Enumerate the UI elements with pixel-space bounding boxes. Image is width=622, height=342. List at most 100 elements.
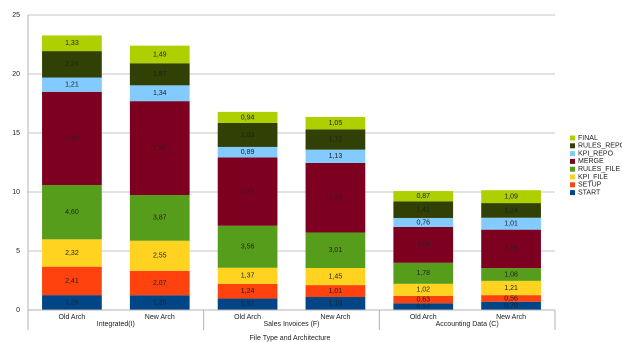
- bar-segment: [481, 217, 541, 230]
- data-label: 0,87: [416, 193, 430, 200]
- x-tick-label: Old Arch: [58, 314, 85, 321]
- x-tick-label: Old Arch: [410, 314, 437, 321]
- data-label: 1,01: [504, 221, 518, 228]
- bar-segment: [129, 45, 190, 64]
- bar-segment: [305, 129, 366, 150]
- y-tick-label: 5: [16, 248, 20, 255]
- bar-segment: [42, 266, 102, 296]
- data-label: 1,21: [504, 285, 518, 292]
- group-label: Integrated(I): [97, 321, 135, 328]
- data-label: 3,26: [504, 246, 518, 253]
- data-label: 1,87: [153, 71, 167, 78]
- y-tick-label: 10: [12, 189, 20, 196]
- bar-segment: [305, 285, 366, 298]
- data-label: 1,45: [329, 273, 343, 280]
- y-tick-label: 15: [12, 130, 20, 137]
- data-label: 2,55: [153, 253, 167, 260]
- legend-label: START: [578, 189, 601, 196]
- data-label: 1,09: [504, 194, 518, 201]
- data-label: 3,56: [241, 244, 255, 251]
- data-label: 1,26: [65, 299, 79, 306]
- y-tick-label: 20: [12, 71, 20, 78]
- data-label: 2,32: [65, 250, 79, 257]
- data-label: 1,37: [241, 273, 255, 280]
- data-label: 2,07: [153, 280, 167, 287]
- y-tick-label: 0: [16, 307, 20, 314]
- y-tick-label: 25: [12, 12, 20, 19]
- bar-segment: [129, 101, 190, 196]
- data-label: 1,05: [329, 120, 343, 127]
- data-label: 7,96: [153, 145, 167, 152]
- legend-swatch: [570, 151, 575, 157]
- bar-segment: [393, 226, 454, 263]
- data-label: 2,03: [241, 132, 255, 139]
- legend-label: RULES_REPO: [578, 143, 622, 150]
- data-label: 0,89: [241, 149, 255, 156]
- legend-swatch: [570, 190, 575, 196]
- data-label: 1,25: [153, 299, 167, 306]
- data-label: 0,63: [416, 296, 430, 303]
- legend-label: KPI_FILE: [578, 174, 608, 181]
- bar-segment: [42, 35, 102, 52]
- bar-segment: [481, 295, 541, 302]
- legend-swatch: [570, 174, 575, 180]
- bar-segment: [481, 280, 541, 296]
- bar-segment: [393, 191, 454, 202]
- data-label: 0,94: [241, 114, 255, 121]
- bar-segment: [129, 195, 190, 241]
- legend-swatch: [570, 158, 575, 164]
- bar-segment: [393, 217, 454, 227]
- bar-segment: [42, 91, 102, 186]
- data-label: 3,87: [153, 215, 167, 222]
- data-label: 1,24: [241, 288, 255, 295]
- data-label: 4,60: [65, 209, 79, 216]
- data-label: 1,13: [329, 153, 343, 160]
- legend-swatch: [570, 135, 575, 141]
- x-tick-label: New Arch: [320, 314, 350, 321]
- bar-segment: [305, 162, 366, 233]
- group-label: Sales Invoices (F): [263, 321, 319, 328]
- bar-segment: [129, 85, 190, 102]
- legend-label: SETUP: [578, 182, 602, 189]
- data-label: 0,70: [504, 303, 518, 310]
- bar-segment: [217, 146, 278, 158]
- data-label: 0,56: [504, 295, 518, 302]
- bar-segment: [481, 203, 541, 218]
- bar-segment: [42, 77, 102, 92]
- legend-label: FINAL: [578, 135, 598, 142]
- legend-label: KPI_REPO: [578, 150, 614, 157]
- data-label: 7,90: [65, 135, 79, 142]
- data-label: 1,34: [153, 90, 167, 97]
- bar-segment: [129, 295, 190, 310]
- bar-segment: [42, 239, 102, 267]
- data-label: 1,41: [416, 206, 430, 213]
- bar-segment: [393, 283, 454, 296]
- data-label: 1,08: [504, 271, 518, 278]
- data-label: 3,01: [329, 247, 343, 254]
- data-label: 5,79: [241, 188, 255, 195]
- bar-segment: [217, 267, 278, 284]
- bar-segment: [42, 185, 102, 240]
- bar-segment: [481, 190, 541, 204]
- bar-segment: [42, 295, 102, 310]
- legend-label: RULES_FILE: [578, 166, 620, 173]
- bar-segment: [305, 267, 366, 286]
- legend-label: MERGE: [578, 158, 604, 165]
- legend-swatch: [570, 166, 575, 172]
- bar-segment: [305, 149, 366, 163]
- bar-segment: [481, 268, 541, 281]
- data-label: 1,33: [65, 40, 79, 47]
- data-label: 1,21: [65, 82, 79, 89]
- bar-segment: [217, 283, 278, 299]
- data-label: 0,57: [416, 303, 430, 310]
- data-label: 1,01: [329, 288, 343, 295]
- bar-segment: [217, 157, 278, 226]
- x-tick-label: New Arch: [496, 314, 526, 321]
- legend-swatch: [570, 143, 575, 149]
- data-label: 2,24: [65, 61, 79, 68]
- bar-segment: [129, 270, 190, 296]
- data-label: 1,72: [329, 136, 343, 143]
- x-tick-label: Old Arch: [234, 314, 261, 321]
- bar-segment: [393, 303, 454, 310]
